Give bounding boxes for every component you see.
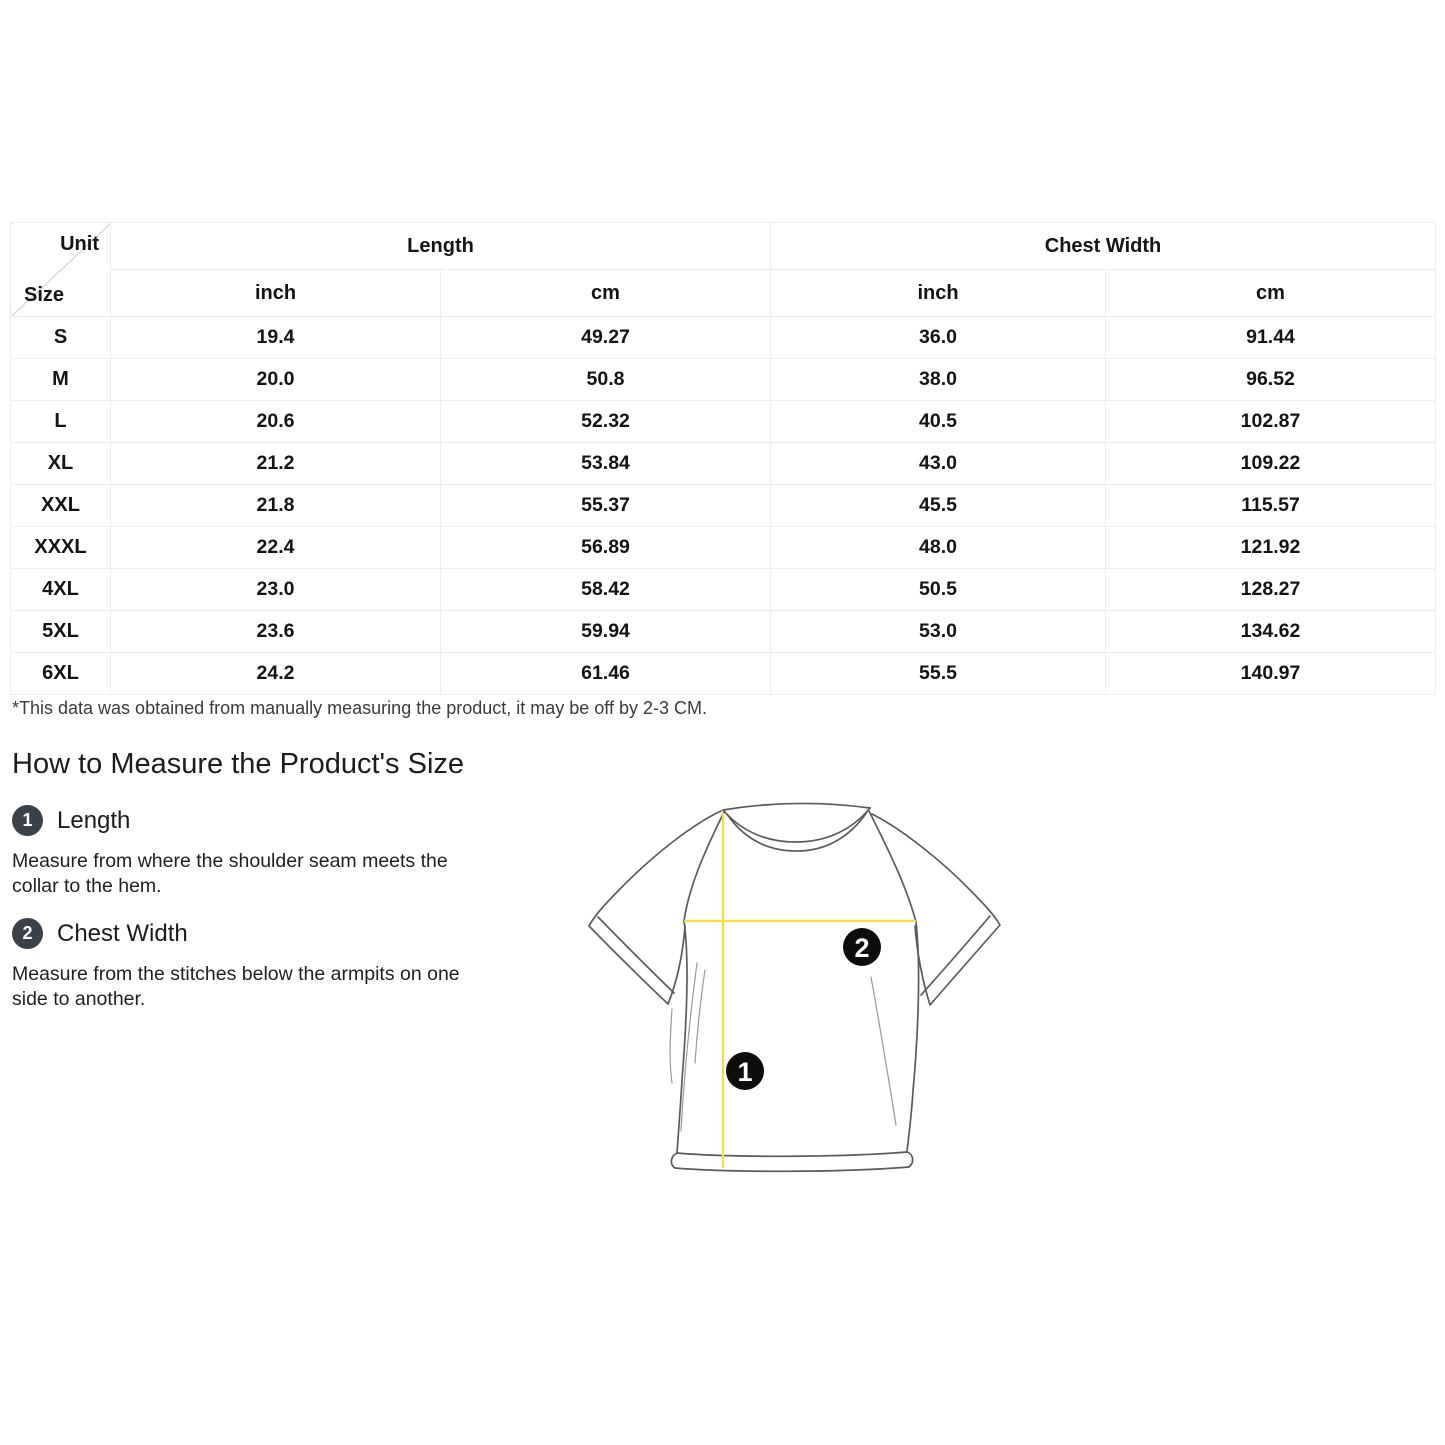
value-cell: 53.84 bbox=[440, 442, 771, 485]
diagram-markers: 1 2 bbox=[726, 928, 881, 1090]
value-cell: 23.0 bbox=[110, 568, 441, 611]
step-2-badge: 2 bbox=[12, 918, 43, 949]
value-cell: 24.2 bbox=[110, 652, 441, 695]
value-cell: 21.8 bbox=[110, 484, 441, 527]
size-cell: 4XL bbox=[10, 568, 111, 611]
value-cell: 53.0 bbox=[770, 610, 1106, 653]
value-cell: 96.52 bbox=[1104, 358, 1437, 401]
measurement-lines bbox=[684, 813, 916, 1168]
table-row: L 20.6 52.32 40.5 102.87 bbox=[10, 400, 1437, 443]
unit-header: inch bbox=[110, 269, 441, 317]
tshirt-measurement-diagram: 1 2 bbox=[585, 795, 1005, 1180]
value-cell: 19.4 bbox=[110, 316, 441, 359]
value-cell: 21.2 bbox=[110, 442, 441, 485]
marker-1-number: 1 bbox=[737, 1057, 752, 1087]
value-cell: 20.0 bbox=[110, 358, 441, 401]
table-header-row-units: inch cm inch cm bbox=[11, 269, 1437, 317]
shirt-outline bbox=[588, 802, 1001, 1173]
guide-item-chest-width: 2 Chest Width bbox=[12, 918, 188, 949]
size-cell: S bbox=[10, 316, 111, 359]
value-cell: 20.6 bbox=[110, 400, 441, 443]
value-cell: 58.42 bbox=[440, 568, 771, 611]
table-row: XL 21.2 53.84 43.0 109.22 bbox=[10, 442, 1437, 485]
value-cell: 40.5 bbox=[770, 400, 1106, 443]
size-cell: L bbox=[10, 400, 111, 443]
guide-item-length-description: Measure from where the shoulder seam mee… bbox=[12, 850, 448, 897]
marker-2-circle bbox=[843, 928, 881, 966]
value-cell: 55.37 bbox=[440, 484, 771, 527]
unit-header: inch bbox=[770, 269, 1106, 317]
value-cell: 36.0 bbox=[770, 316, 1106, 359]
table-row: S 19.4 49.27 36.0 91.44 bbox=[10, 316, 1437, 359]
value-cell: 61.46 bbox=[440, 652, 771, 695]
table-row: XXL 21.8 55.37 45.5 115.57 bbox=[10, 484, 1437, 527]
value-cell: 22.4 bbox=[110, 526, 441, 569]
value-cell: 43.0 bbox=[770, 442, 1106, 485]
tshirt-illustration: 1 2 bbox=[588, 802, 1001, 1173]
value-cell: 102.87 bbox=[1104, 400, 1437, 443]
value-cell: 115.57 bbox=[1104, 484, 1437, 527]
size-cell: XXL bbox=[10, 484, 111, 527]
table-header-row-groups: Unit Size Length Chest Width bbox=[10, 222, 1437, 317]
size-chart-table: Unit Size Length Chest Width inch cm inc… bbox=[10, 222, 1437, 695]
guide-item-length-label: Length bbox=[57, 806, 131, 834]
value-cell: 121.92 bbox=[1104, 526, 1437, 569]
guide-item-chest-width-description: Measure from the stitches below the armp… bbox=[12, 963, 460, 1010]
value-cell: 56.89 bbox=[440, 526, 771, 569]
marker-1-circle bbox=[726, 1052, 764, 1090]
value-cell: 134.62 bbox=[1104, 610, 1437, 653]
column-group-chest-width: Chest Width bbox=[769, 222, 1437, 270]
unit-header: cm bbox=[1104, 269, 1437, 317]
size-cell: XL bbox=[10, 442, 111, 485]
column-group-length: Length bbox=[110, 222, 771, 270]
marker-2-number: 2 bbox=[854, 933, 869, 963]
value-cell: 45.5 bbox=[770, 484, 1106, 527]
size-cell: 6XL bbox=[10, 652, 111, 695]
value-cell: 140.97 bbox=[1104, 652, 1437, 695]
table-row: 5XL 23.6 59.94 53.0 134.62 bbox=[10, 610, 1437, 653]
size-cell: 5XL bbox=[10, 610, 111, 653]
value-cell: 23.6 bbox=[110, 610, 441, 653]
value-cell: 49.27 bbox=[440, 316, 771, 359]
corner-unit-label: Unit bbox=[60, 233, 99, 255]
table-row: 6XL 24.2 61.46 55.5 140.97 bbox=[10, 652, 1437, 695]
value-cell: 128.27 bbox=[1104, 568, 1437, 611]
size-cell: XXXL bbox=[10, 526, 111, 569]
value-cell: 48.0 bbox=[770, 526, 1106, 569]
value-cell: 55.5 bbox=[770, 652, 1106, 695]
value-cell: 38.0 bbox=[770, 358, 1106, 401]
step-1-badge: 1 bbox=[12, 805, 43, 836]
value-cell: 50.5 bbox=[770, 568, 1106, 611]
guide-item-chest-width-label: Chest Width bbox=[57, 919, 188, 947]
value-cell: 59.94 bbox=[440, 610, 771, 653]
corner-unit-size-cell: Unit Size bbox=[10, 222, 111, 317]
guide-item-length: 1 Length bbox=[12, 805, 130, 836]
value-cell: 109.22 bbox=[1104, 442, 1437, 485]
table-row: M 20.0 50.8 38.0 96.52 bbox=[10, 358, 1437, 401]
value-cell: 91.44 bbox=[1104, 316, 1437, 359]
size-cell: M bbox=[10, 358, 111, 401]
corner-size-label: Size bbox=[24, 284, 65, 306]
guide-title: How to Measure the Product's Size bbox=[12, 748, 465, 780]
measurement-footnote: *This data was obtained from manually me… bbox=[12, 698, 708, 718]
table-row: 4XL 23.0 58.42 50.5 128.27 bbox=[10, 568, 1437, 611]
table-row: XXXL 22.4 56.89 48.0 121.92 bbox=[10, 526, 1437, 569]
value-cell: 52.32 bbox=[440, 400, 771, 443]
unit-header: cm bbox=[440, 269, 771, 317]
value-cell: 50.8 bbox=[440, 358, 771, 401]
